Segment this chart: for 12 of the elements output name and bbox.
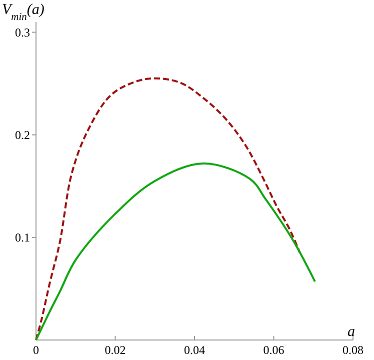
y-tick-label: 0.1 — [15, 230, 30, 244]
y-axis-title: V$_{min}$(a) — [2, 2, 44, 22]
y-tick-label: 0.2 — [15, 128, 30, 142]
x-tick-label: 0.08 — [342, 343, 364, 357]
y-tick-label: 0.3 — [15, 25, 30, 40]
x-tick-label: 0.04 — [184, 343, 205, 357]
x-axis-title: a — [348, 324, 355, 340]
line-series — [35, 162, 316, 341]
x-tick-label: 0.02 — [104, 343, 126, 357]
x-tick-label: 0.06 — [263, 343, 284, 357]
x-tick-label: 0 — [33, 343, 39, 357]
line-series — [35, 77, 301, 341]
